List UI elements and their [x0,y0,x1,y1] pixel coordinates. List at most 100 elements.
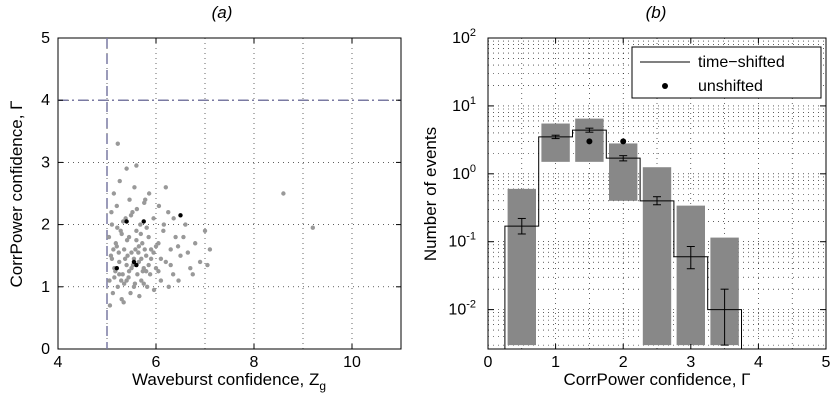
unshifted-point [620,138,627,145]
scatter-point-gray [158,256,164,262]
scatter-point-gray [134,206,140,212]
scatter-point-gray [131,256,137,262]
scatter-point-gray [139,278,144,283]
panel-b-bars [507,118,739,346]
scatter-point-gray [121,281,127,286]
scatter-point-gray [124,237,130,243]
scatter-point-gray [109,256,115,262]
x-tick-label: 6 [152,354,161,371]
panel-a-points [106,141,315,308]
scatter-point-black [124,219,129,224]
panel-b-title: (b) [646,3,667,22]
scatter-point-gray [117,272,122,277]
scatter-point-gray [127,197,132,202]
panel-b-unshifted-points [586,138,627,145]
scatter-point-gray [205,262,210,268]
panel-a-ticks: 4 6 8 10 0 1 2 3 4 5 [41,30,401,371]
scatter-point-gray [141,281,146,286]
scatter-point-gray [114,244,120,249]
histogram-bar [609,143,638,201]
y-tick-label: 1 [41,279,50,296]
histogram-bar [541,123,570,162]
y-tick-label: 3 [41,154,50,171]
scatter-point-gray [168,247,173,252]
scatter-point-gray [139,256,144,262]
panel-b-ticks: 0 1 2 3 4 5 10-2 10-1 100 101 102 [448,27,830,371]
scatter-point-gray [163,185,168,190]
scatter-point-gray [310,225,315,230]
scatter-point-gray [176,278,181,283]
x-tick-label: 3 [686,354,695,371]
scatter-point-gray [161,222,167,227]
scatter-point-gray [137,293,142,299]
scatter-point-gray [111,247,116,252]
scatter-point-gray [106,234,112,240]
scatter-point-gray [140,269,145,274]
scatter-point-gray [197,259,203,265]
scatter-point-gray [153,244,159,249]
scatter-point-gray [146,234,151,240]
x-tick-label: 5 [822,354,831,371]
histogram-bar [642,167,672,346]
scatter-point-gray [124,262,129,268]
y-tick-label: 5 [41,30,50,47]
x-tick-label: 8 [250,354,259,371]
scatter-point-gray [166,284,171,289]
scatter-point-gray [125,253,130,258]
scatter-point-gray [156,269,161,274]
scatter-point-gray [119,278,124,283]
scatter-point-gray [114,203,120,209]
scatter-point-gray [128,213,134,218]
scatter-point-gray [144,284,150,289]
scatter-point-black [114,265,120,271]
scatter-point-gray [134,237,139,243]
scatter-point-gray [134,163,139,168]
scatter-point-gray [190,272,195,277]
panel-a-ylabel: CorrPower confidence, Γ [7,101,26,288]
scatter-point-gray [170,272,176,277]
scatter-point-gray [144,269,149,274]
panel-a-title: (a) [212,3,233,22]
scatter-point-gray [144,253,149,258]
scatter-point-gray [121,300,126,305]
scatter-point-gray [124,166,129,171]
scatter-point-gray [109,222,115,227]
scatter-point-gray [147,272,153,277]
y-tick-label: 101 [452,95,476,115]
y-tick-label: 10-1 [448,231,476,251]
scatter-point-gray [151,287,157,293]
x-tick-label: 10 [343,354,361,371]
scatter-point-gray [128,290,133,296]
scatter-point-gray [120,219,126,224]
scatter-point-gray [151,216,156,221]
scatter-point-black [141,219,146,224]
scatter-point-gray [122,256,128,262]
panel-b-error-bars [517,127,729,346]
y-tick-label: 10-2 [448,299,476,319]
scatter-point-gray [163,259,168,265]
scatter-point-gray [138,231,144,237]
scatter-point-black [178,213,183,218]
scatter-point-gray [148,256,154,262]
y-tick-label: 100 [452,163,476,183]
panel-b-legend: time−shifted unshifted [631,46,822,99]
panel-a-grid [58,38,401,349]
scatter-point-gray [142,200,147,206]
y-tick-label: 0 [41,341,50,358]
scatter-point-gray [134,228,139,234]
histogram-bar [676,205,705,346]
scatter-point-gray [151,250,156,255]
scatter-point-gray [111,191,117,196]
x-tick-label: 2 [619,354,628,371]
scatter-point-gray [156,241,161,246]
scatter-point-gray [146,262,151,268]
scatter-point-gray [148,247,154,252]
panel-a-xlabel: Waveburst confidence, Zg [132,370,326,393]
scatter-point-gray [107,278,112,283]
legend-dot-marker [662,83,668,89]
x-tick-label: 4 [54,354,63,371]
scatter-point-gray [188,265,193,271]
scatter-point-gray [115,284,120,289]
scatter-point-gray [121,247,127,252]
y-tick-label: 4 [41,92,50,109]
